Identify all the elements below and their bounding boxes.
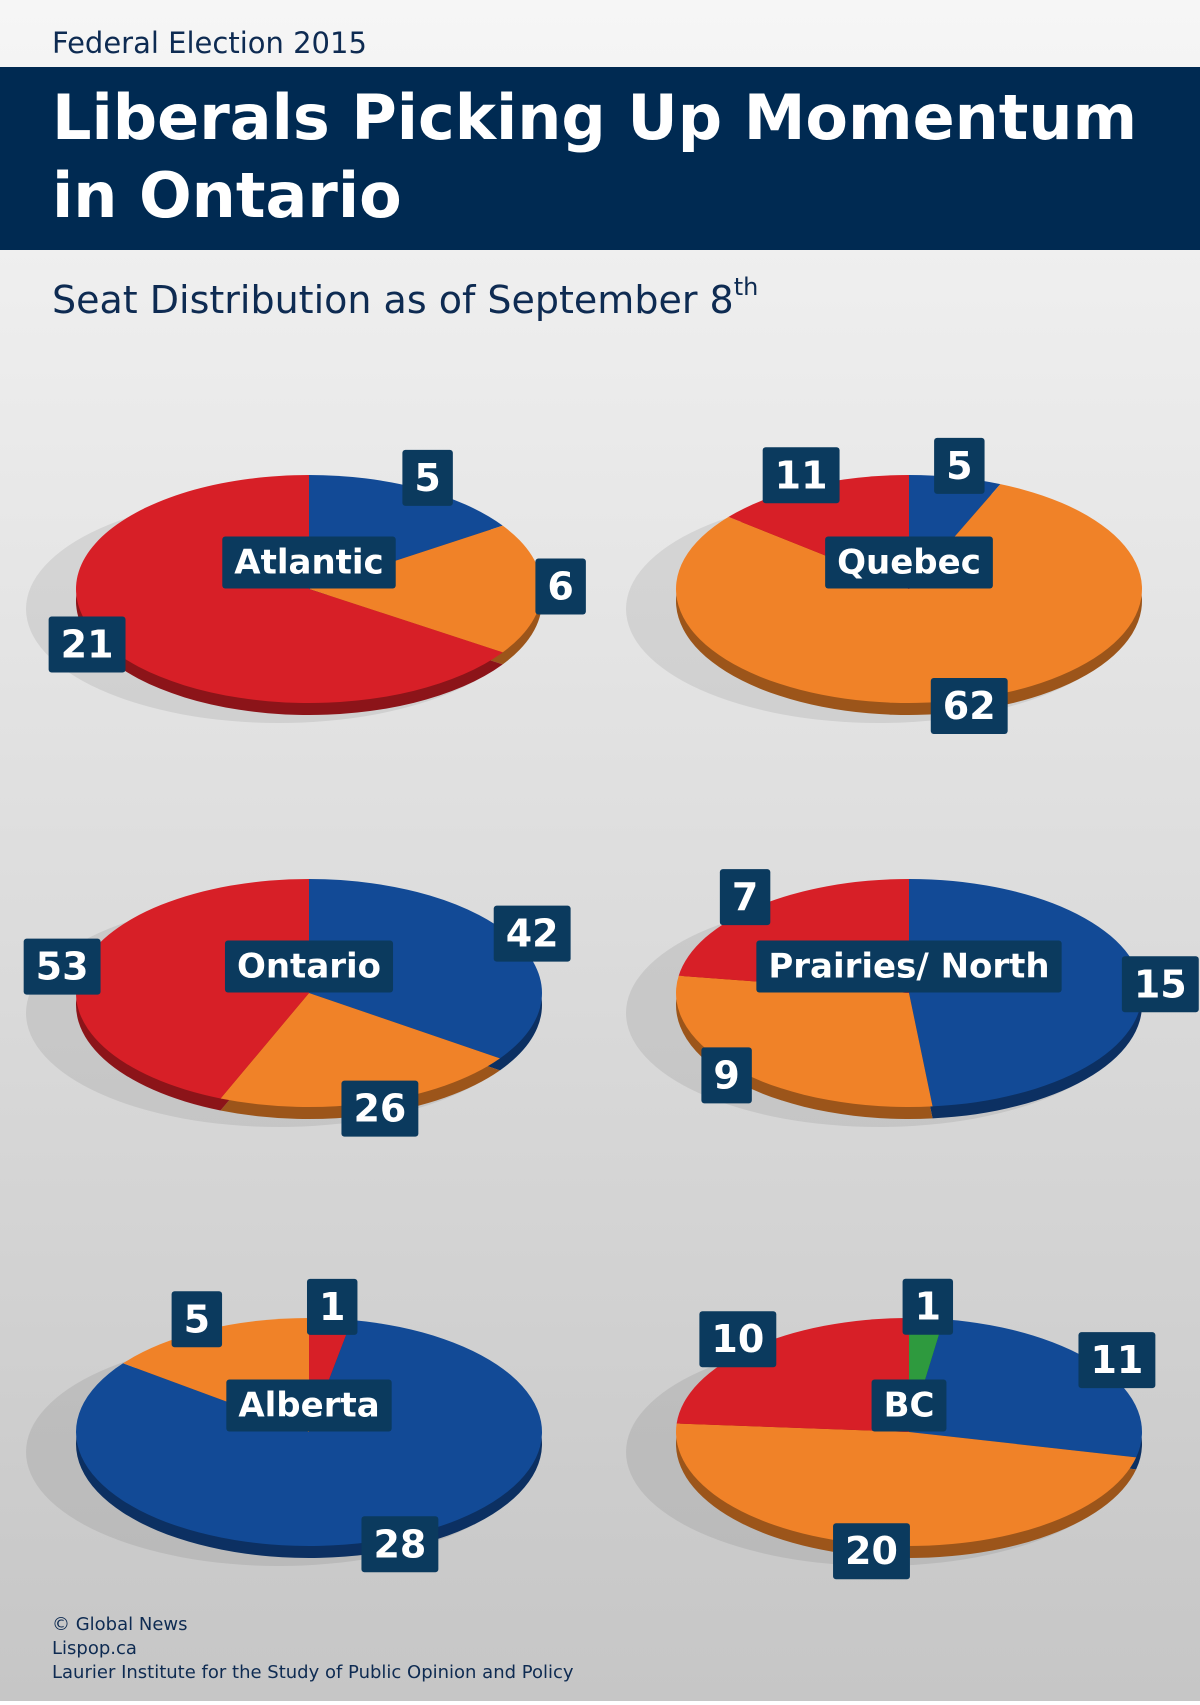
- label: BC: [871, 1379, 947, 1432]
- label-text: 42: [506, 912, 559, 956]
- label-text: 28: [373, 1522, 426, 1566]
- label-box: [493, 905, 571, 962]
- label: 42: [493, 905, 571, 962]
- slice: [76, 879, 310, 1099]
- label-box: [756, 940, 1062, 993]
- label: 7: [719, 869, 771, 926]
- label-text: 5: [184, 1297, 210, 1341]
- slice: [220, 993, 500, 1107]
- label-box: [719, 869, 771, 926]
- label: 20: [833, 1523, 910, 1580]
- label-box: [224, 940, 394, 993]
- label-text: 11: [1090, 1338, 1143, 1382]
- footer-line: © Global News: [52, 1614, 188, 1635]
- label-text: 1: [319, 1285, 345, 1329]
- label-box: [699, 1311, 777, 1368]
- label-box: [361, 1516, 439, 1573]
- label-text: 6: [547, 565, 573, 609]
- label-box: [934, 437, 985, 494]
- label: Prairies/ North: [756, 940, 1062, 993]
- label: 5: [934, 437, 985, 494]
- title-band: [0, 67, 1200, 250]
- label-text: BC: [884, 1386, 935, 1426]
- label-box: [1121, 956, 1199, 1013]
- label: 28: [361, 1516, 439, 1573]
- label: 5: [171, 1291, 223, 1348]
- label: Quebec: [825, 536, 993, 589]
- label-text: 5: [946, 444, 972, 488]
- label-text: 20: [845, 1529, 898, 1573]
- slice: [76, 1319, 543, 1546]
- label: Atlantic: [222, 536, 396, 589]
- label: 1: [902, 1278, 954, 1335]
- label-box: [1078, 1332, 1156, 1389]
- label: 26: [341, 1080, 419, 1137]
- label-box: [535, 558, 586, 615]
- label: 1: [306, 1278, 358, 1335]
- label-box: [762, 447, 840, 504]
- label-box: [48, 616, 126, 673]
- label-box: [833, 1523, 910, 1580]
- subtitle: Seat Distribution as of September 8th: [52, 273, 758, 322]
- label-box: [171, 1291, 223, 1348]
- label: 11: [1078, 1332, 1156, 1389]
- label-text: 7: [732, 875, 758, 919]
- label-box: [222, 536, 396, 589]
- label-box: [902, 1278, 954, 1335]
- label-text: 26: [353, 1087, 406, 1131]
- label: Alberta: [226, 1379, 392, 1432]
- label-text: 9: [713, 1053, 739, 1097]
- label-text: 5: [414, 456, 440, 500]
- label-box: [825, 536, 993, 589]
- slice: [309, 879, 542, 1059]
- label-text: Ontario: [237, 947, 381, 987]
- slice: [676, 1318, 909, 1432]
- subtitle-text: Seat Distribution as of September 8: [52, 278, 734, 322]
- label-box: [341, 1080, 419, 1137]
- label-text: Atlantic: [234, 543, 383, 583]
- slice: [76, 474, 503, 703]
- label: 53: [23, 938, 101, 995]
- label: 11: [762, 447, 840, 504]
- label: 5: [402, 449, 453, 506]
- label-box: [930, 678, 1008, 735]
- label-text: 15: [1134, 962, 1187, 1006]
- label-text: 62: [943, 684, 996, 728]
- slice: [676, 1423, 1137, 1547]
- label: 10: [699, 1311, 777, 1368]
- label: 15: [1121, 956, 1199, 1013]
- label-text: Quebec: [837, 543, 981, 583]
- slice: [909, 1319, 1142, 1458]
- label: 9: [701, 1047, 752, 1104]
- footer-line: Lispop.ca: [52, 1638, 137, 1659]
- slice: [309, 525, 542, 653]
- label-text: Prairies/ North: [768, 947, 1049, 987]
- label-text: Alberta: [238, 1386, 379, 1426]
- subtitle-sup: th: [734, 273, 759, 301]
- slice: [676, 484, 1142, 704]
- kicker: Federal Election 2015: [52, 26, 367, 60]
- label-box: [402, 449, 453, 506]
- label-text: 11: [775, 453, 828, 497]
- footer-line: Laurier Institute for the Study of Publi…: [52, 1662, 574, 1683]
- title: Liberals Picking Up Momentum: [52, 81, 1137, 154]
- label: 62: [930, 678, 1008, 735]
- label-text: 10: [711, 1317, 764, 1361]
- label-box: [306, 1278, 358, 1335]
- label-box: [871, 1379, 947, 1432]
- label-box: [23, 938, 101, 995]
- label: 21: [48, 616, 126, 673]
- label-text: 53: [36, 945, 89, 989]
- label-text: 1: [915, 1285, 941, 1329]
- label-box: [226, 1379, 392, 1432]
- slice: [909, 879, 1143, 1107]
- title: in Ontario: [52, 159, 402, 232]
- slice: [676, 975, 933, 1108]
- label-text: 21: [61, 623, 114, 667]
- label: Ontario: [224, 940, 394, 993]
- label: 6: [535, 558, 586, 615]
- label-box: [701, 1047, 752, 1104]
